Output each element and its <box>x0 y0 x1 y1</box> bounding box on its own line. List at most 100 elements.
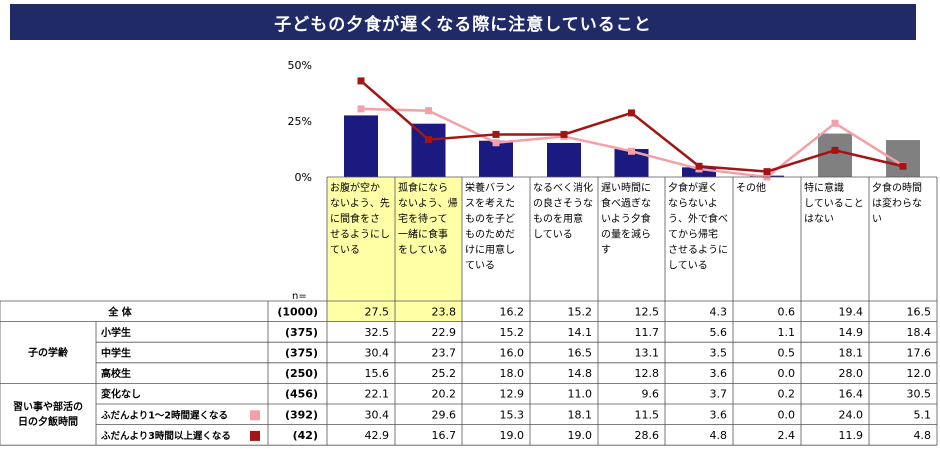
table-cell: 0.2 <box>778 388 796 401</box>
bar <box>818 133 852 177</box>
table-cell: 4.3 <box>710 305 728 318</box>
table-cell: 18.1 <box>568 408 593 421</box>
category-label: せるようにし <box>330 229 390 241</box>
row-label: 全 体 <box>107 305 132 318</box>
category-label: に間食をさ <box>330 212 380 225</box>
group-label-school: 子の学齢 <box>28 346 69 359</box>
row-label: ふだんより3時間以上遅くなる <box>101 430 231 442</box>
category-label: 特に意識 <box>804 181 844 194</box>
table-cell: 3.6 <box>710 367 728 380</box>
category-label: 栄養バラン <box>465 181 515 194</box>
category-label: ないよう、帰 <box>398 197 458 210</box>
category-label: 宅を待って <box>398 212 448 225</box>
table-cell: 16.4 <box>839 388 864 401</box>
highlight-header-bg <box>327 177 462 301</box>
category-label: 食べ過ぎな <box>601 197 651 210</box>
category-label: はない <box>804 213 834 225</box>
category-label: 孤食になら <box>398 181 448 194</box>
category-label: をしている <box>398 244 448 256</box>
table-cell: 12.9 <box>500 388 525 401</box>
table-cell: 18.0 <box>500 367 525 380</box>
y-tick-label: 50% <box>288 59 312 72</box>
table-cell: 16.5 <box>568 347 593 360</box>
row-label: ふだんより1～2時間遅くなる <box>101 409 228 421</box>
series-point <box>831 146 839 154</box>
series-point <box>695 162 703 170</box>
category-label: の良さそうな <box>533 197 593 210</box>
table-cell: 11.0 <box>568 388 593 401</box>
category-label: お腹が空か <box>330 181 380 194</box>
table-cell: 16.0 <box>500 347 525 360</box>
category-label: す <box>601 244 611 256</box>
chart-title: 子どもの夕食が遅くなる際に注意していること <box>10 4 916 40</box>
table-cell: 15.6 <box>365 367 390 380</box>
category-label: ないよう、先 <box>330 198 390 210</box>
row-label: 高校生 <box>101 367 131 380</box>
table-cell: 22.1 <box>365 388 390 401</box>
table-cell: 18.4 <box>907 326 932 339</box>
category-label: させるように <box>668 244 728 256</box>
table-cell: 15.3 <box>500 408 525 421</box>
table-cell: 13.1 <box>635 347 660 360</box>
row-n: (42) <box>293 429 318 442</box>
category-label: い <box>872 214 882 225</box>
table-cell: 19.4 <box>839 305 864 318</box>
n-label: n= <box>292 291 307 302</box>
table-cell: 22.9 <box>432 326 457 339</box>
series-point <box>628 109 635 117</box>
category-label: ている <box>465 260 495 272</box>
category-label: ものを用意 <box>533 212 583 225</box>
table-cell: 14.9 <box>839 326 864 339</box>
table-cell: 0.6 <box>778 305 796 318</box>
table-cell: 42.9 <box>365 429 390 442</box>
category-label: 一緒に食事 <box>398 228 448 241</box>
category-label: していること <box>804 198 864 210</box>
table-cell: 12.8 <box>635 367 660 380</box>
category-label: 夕食が遅く <box>668 181 718 194</box>
table-cell: 19.0 <box>568 429 593 442</box>
category-label: ならないよ <box>668 198 718 210</box>
table-cell: 20.2 <box>432 388 457 401</box>
table-cell: 4.8 <box>914 429 932 442</box>
table-cell: 30.4 <box>365 347 390 360</box>
table-cell: 11.5 <box>635 408 660 421</box>
category-label: う、外で食べ <box>668 212 728 225</box>
legend-marker <box>250 430 260 441</box>
table-cell: 16.5 <box>907 305 932 318</box>
table-cell: 2.4 <box>778 429 796 442</box>
table-cell: 23.8 <box>432 305 457 318</box>
table-cell: 30.4 <box>365 408 390 421</box>
table-cell: 9.6 <box>642 388 660 401</box>
table-cell: 14.1 <box>568 326 593 339</box>
table-cell: 15.2 <box>500 326 525 339</box>
table-cell: 16.7 <box>432 429 457 442</box>
category-label: ものを子ど <box>465 213 515 225</box>
category-label: ものためだ <box>465 229 515 241</box>
table-cell: 11.7 <box>635 326 660 339</box>
table-cell: 14.8 <box>568 367 593 380</box>
table-cell: 17.6 <box>907 347 932 360</box>
table-cell: 3.5 <box>710 347 728 360</box>
category-label: している <box>668 260 708 272</box>
group-label-activity: 習い事や部活の <box>13 400 83 413</box>
category-label: の量を減ら <box>601 228 651 241</box>
table-cell: 0.5 <box>778 347 796 360</box>
category-label: いよう夕食 <box>601 212 651 225</box>
row-n: (1000) <box>277 305 318 318</box>
y-tick-label: 25% <box>288 115 312 128</box>
series-point <box>560 130 568 138</box>
table-cell: 15.2 <box>568 305 593 318</box>
bar <box>479 140 513 177</box>
series-point <box>357 105 365 113</box>
series-point <box>357 77 365 85</box>
bar <box>411 123 446 177</box>
series-point <box>425 136 432 144</box>
category-label: その他 <box>736 181 766 194</box>
table-cell: 30.5 <box>907 388 932 401</box>
table-cell: 12.0 <box>907 367 932 380</box>
table-cell: 4.8 <box>710 429 728 442</box>
y-tick-label: 0% <box>295 171 312 184</box>
table-cell: 5.1 <box>914 408 932 421</box>
table-cell: 29.6 <box>432 408 457 421</box>
row-n: (456) <box>285 388 318 401</box>
